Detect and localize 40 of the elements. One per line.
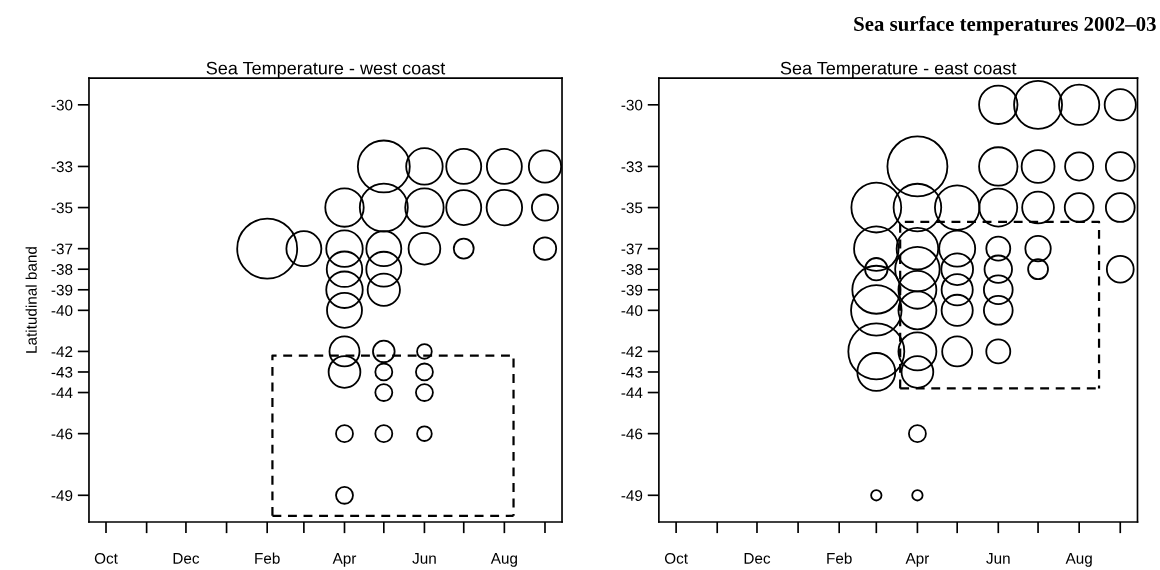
x-tick-label: Feb: [827, 552, 852, 564]
y-tick-label: -39: [621, 284, 643, 296]
y-tick-label: -46: [51, 428, 73, 440]
y-tick-label: -33: [51, 161, 73, 173]
y-tick-label: -37: [621, 243, 643, 255]
y-tick-label: -43: [51, 366, 73, 378]
x-tick-label: Jun: [412, 553, 436, 564]
y-tick-label: -44: [621, 387, 643, 399]
x-tick-label: Oct: [94, 552, 118, 564]
y-tick-label: -33: [621, 161, 643, 173]
chart-title: Sea Temperature - west coast: [206, 61, 446, 79]
x-tick-label: Aug: [1065, 553, 1092, 567]
x-tick-label: Aug: [490, 553, 517, 567]
x-tick-label: Jun: [986, 553, 1010, 564]
y-tick-label: -46: [621, 428, 643, 440]
text: Sea surface temperatures 2002–03: [854, 16, 1156, 36]
y-tick-label: -49: [621, 490, 643, 501]
y-tick-label: -37: [51, 243, 73, 255]
y-tick-label: -42: [621, 346, 643, 357]
y-tick-label: -38: [621, 264, 643, 275]
y-tick-label: -40: [621, 305, 643, 317]
y-tick-label: -35: [621, 202, 643, 214]
y-tick-label: -40: [51, 305, 73, 317]
y-tick-label: -30: [621, 99, 643, 111]
y-tick-label: -49: [51, 490, 73, 501]
x-tick-label: Dec: [744, 553, 771, 564]
y-tick-label: -39: [51, 284, 73, 296]
x-tick-label: Apr: [332, 553, 357, 567]
x-tick-label: Oct: [664, 552, 688, 564]
x-tick-label: Apr: [905, 553, 930, 567]
y-tick-label: -43: [621, 366, 643, 378]
x-tick-label: Feb: [255, 552, 280, 564]
x-tick-label: Dec: [173, 553, 200, 564]
y-tick-label: -38: [51, 264, 73, 275]
y-axis-title: Latitudinal band: [25, 247, 37, 353]
y-tick-label: -30: [51, 99, 73, 111]
y-tick-label: -35: [51, 202, 73, 214]
chart-title: Sea Temperature - east coast: [780, 61, 1017, 79]
y-tick-label: -44: [51, 387, 73, 399]
y-tick-label: -42: [51, 346, 73, 357]
